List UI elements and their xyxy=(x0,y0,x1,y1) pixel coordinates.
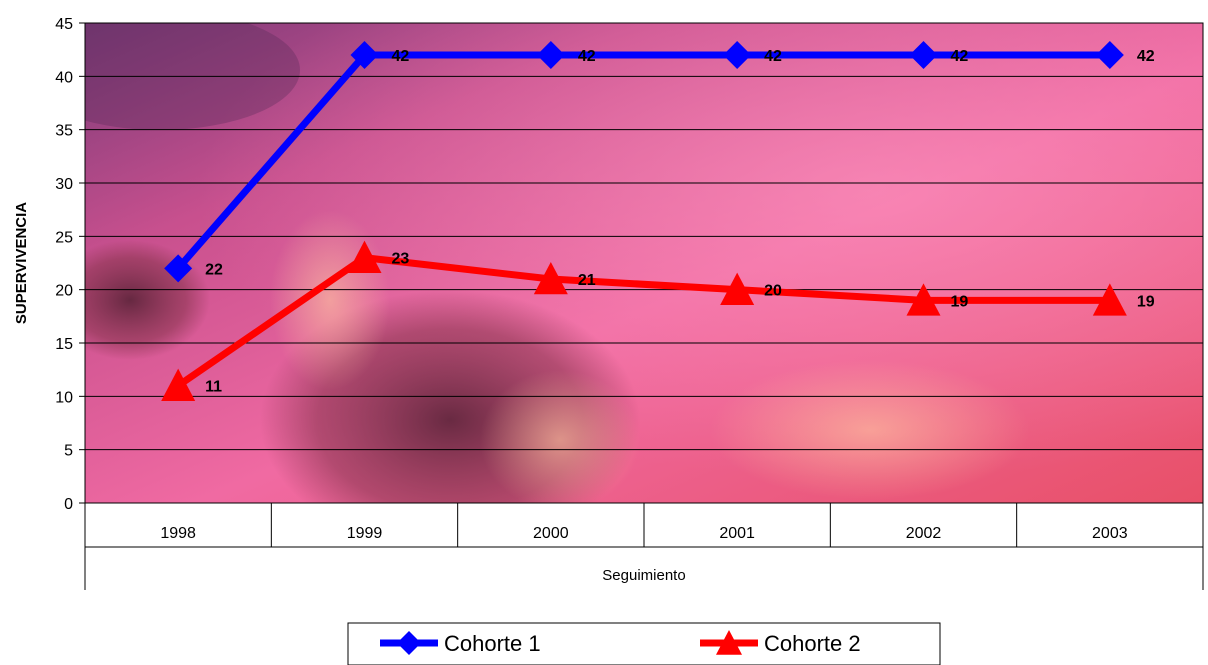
series-1-point xyxy=(723,41,752,69)
y-tick-label: 0 xyxy=(64,496,73,513)
data-label: 19 xyxy=(951,293,969,310)
series-2-point xyxy=(161,368,196,401)
series-2-point xyxy=(347,240,382,273)
x-axis: 1998 1999 2000 2001 2002 2003 xyxy=(84,503,1204,590)
y-tick-label: 40 xyxy=(55,69,73,86)
series-2-point xyxy=(720,272,755,305)
series-2-point xyxy=(1092,283,1127,316)
y-tick-label: 5 xyxy=(64,443,73,460)
data-labels: 22 42 42 42 42 42 11 23 21 20 19 19 xyxy=(205,48,1155,396)
y-tick-label: 45 xyxy=(55,16,73,33)
y-tick-label: 15 xyxy=(55,336,73,353)
data-label: 22 xyxy=(205,261,223,278)
y-tick-label: 25 xyxy=(55,229,73,246)
legend-marker xyxy=(716,630,742,655)
data-label: 42 xyxy=(951,48,969,65)
legend: Cohorte 1 Cohorte 2 xyxy=(347,622,941,665)
y-tick-label: 10 xyxy=(55,389,73,406)
data-label: 42 xyxy=(1137,48,1155,65)
x-tick-label: 2003 xyxy=(1092,525,1128,542)
y-tick-label: 20 xyxy=(55,283,73,300)
x-tick-label: 2001 xyxy=(719,525,755,542)
series-2-point xyxy=(906,283,941,316)
data-label: 20 xyxy=(764,283,782,300)
series-1-point xyxy=(1095,41,1124,69)
x-tick-label: 1998 xyxy=(160,525,196,542)
legend-marker xyxy=(397,631,421,655)
x-tick-label: 1999 xyxy=(347,525,383,542)
data-label: 42 xyxy=(392,48,410,65)
legend-label: Cohorte 2 xyxy=(764,631,861,656)
series-1-point xyxy=(164,254,193,283)
series-2-point xyxy=(533,262,568,295)
series-1-point xyxy=(909,41,938,69)
data-label: 21 xyxy=(578,272,596,289)
data-label: 42 xyxy=(764,48,782,65)
series-line-2 xyxy=(176,254,1110,389)
x-tick-label: 2002 xyxy=(906,525,942,542)
y-axis-ticks: 0 5 10 15 20 25 30 35 40 45 xyxy=(55,16,85,513)
data-label: 42 xyxy=(578,48,596,65)
data-label: 23 xyxy=(392,251,410,268)
y-tick-label: 35 xyxy=(55,123,73,140)
x-axis-title: Seguimiento xyxy=(602,567,685,584)
x-tick-label: 2000 xyxy=(533,525,569,542)
series-line-1 xyxy=(175,51,1110,271)
legend-box xyxy=(347,622,941,665)
data-label: 11 xyxy=(205,379,222,396)
series-1-point xyxy=(350,41,379,69)
series-1-point xyxy=(536,41,565,69)
data-label: 19 xyxy=(1137,293,1155,310)
y-axis-title: SUPERVIVENCIA xyxy=(13,202,30,324)
legend-label: Cohorte 1 xyxy=(444,631,541,656)
y-tick-label: 30 xyxy=(55,176,73,193)
plot-background xyxy=(85,23,1203,503)
series-layer xyxy=(161,41,1127,401)
